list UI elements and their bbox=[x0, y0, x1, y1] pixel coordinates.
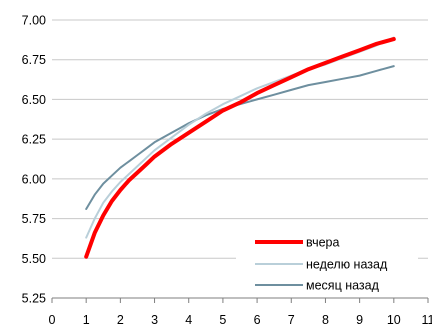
x-tick-label: 10 bbox=[387, 313, 401, 327]
x-tick-label: 7 bbox=[288, 313, 295, 327]
x-tick-label: 8 bbox=[322, 313, 329, 327]
y-tick-label: 7.00 bbox=[22, 14, 46, 28]
y-tick-label: 5.75 bbox=[22, 212, 46, 226]
gridlines bbox=[52, 19, 428, 259]
series-line-1 bbox=[84, 37, 396, 259]
x-tick-label: 4 bbox=[185, 313, 192, 327]
x-tick-label: 2 bbox=[117, 313, 124, 327]
legend-label-series-3: месяц назад bbox=[306, 279, 380, 293]
x-tick-label: 0 bbox=[49, 313, 56, 327]
x-tick-label: 1 bbox=[83, 313, 90, 327]
y-tick-label: 6.00 bbox=[22, 172, 46, 186]
x-tick-label: 9 bbox=[356, 313, 363, 327]
y-tick-label: 5.50 bbox=[22, 252, 46, 266]
legend-label-series-1: вчера bbox=[306, 236, 339, 250]
x-tick-label: 3 bbox=[151, 313, 158, 327]
y-tick-label: 5.25 bbox=[22, 292, 46, 306]
series-line-2 bbox=[85, 36, 395, 239]
series-lines bbox=[84, 36, 396, 259]
y-tick-label: 6.25 bbox=[22, 133, 46, 147]
legend: вчера неделю назад месяц назад bbox=[236, 230, 418, 294]
axes: 5.25 5.50 5.75 6.00 6.25 6.50 6.75 7.00 0 1 2 3 4 5 6 7… bbox=[22, 14, 432, 328]
x-tick-label: 6 bbox=[254, 313, 261, 327]
x-tick-label: 11 bbox=[422, 313, 432, 327]
x-tick-label: 5 bbox=[219, 313, 226, 327]
y-tick-label: 6.75 bbox=[22, 53, 46, 67]
series-line-3 bbox=[85, 65, 395, 210]
y-tick-label: 6.50 bbox=[22, 93, 46, 107]
legend-label-series-2: неделю назад bbox=[306, 258, 388, 272]
